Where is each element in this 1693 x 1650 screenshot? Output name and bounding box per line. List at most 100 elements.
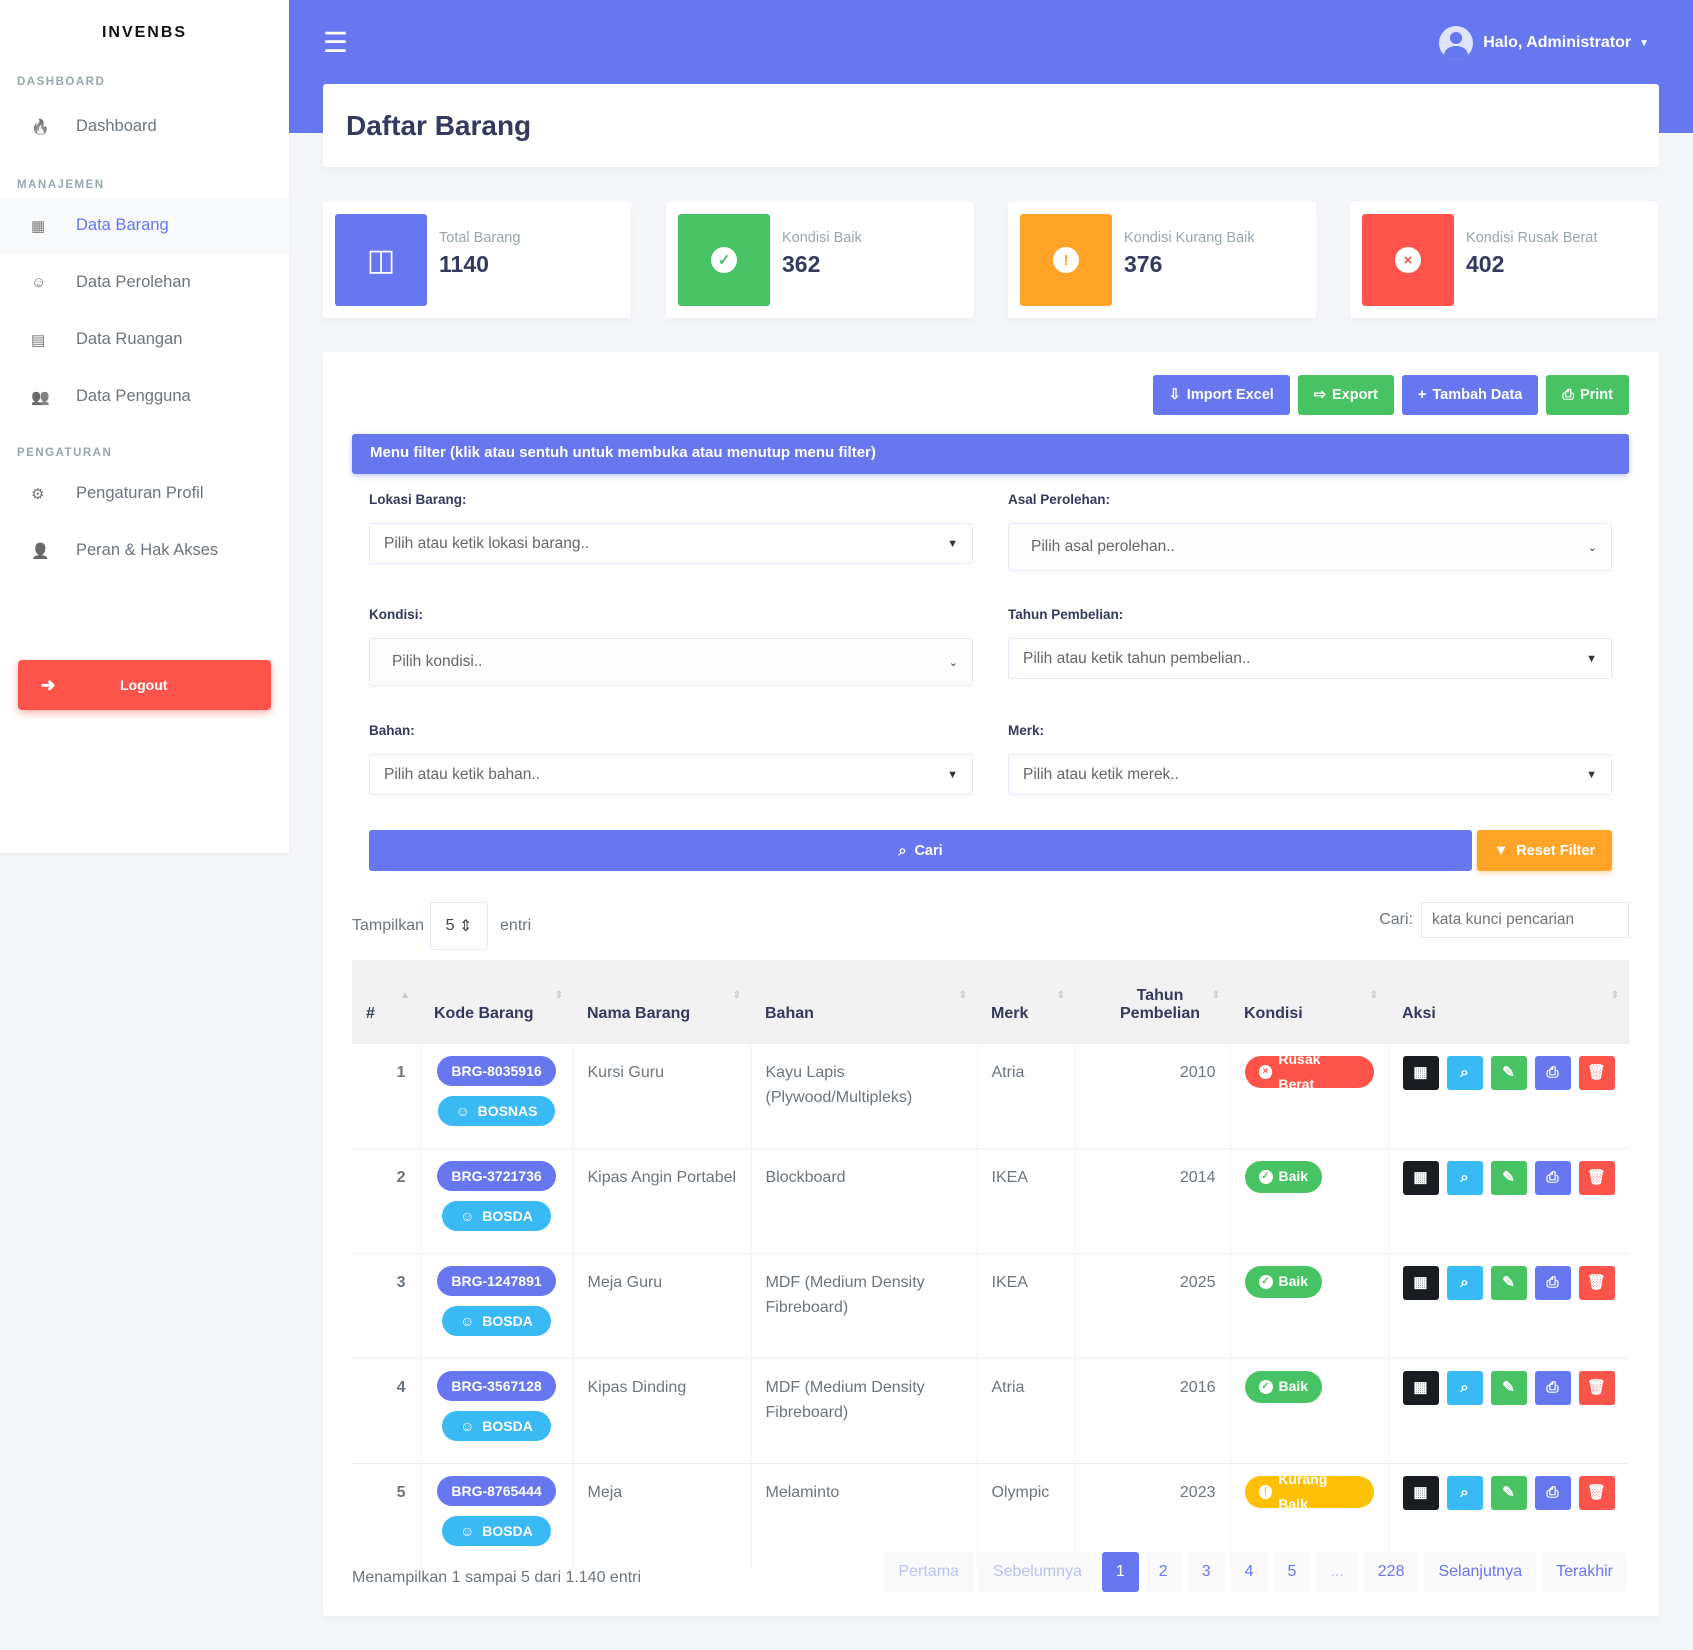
avatar	[1439, 26, 1474, 60]
sidebar-item-data-barang[interactable]: ▦ Data Barang	[0, 197, 289, 254]
view-button[interactable]: ⌕	[1446, 1160, 1483, 1195]
lokasi-label: Lokasi Barang:	[369, 492, 467, 507]
table-search-input[interactable]	[1421, 902, 1629, 938]
print-row-button[interactable]: ⎙	[1534, 1160, 1571, 1195]
search-button[interactable]: ⌕ Cari	[369, 830, 1472, 871]
stat-label: Total Barang	[439, 230, 521, 246]
sidebar-item-peran-hak-akses[interactable]: 👤 Peran & Hak Akses	[31, 541, 219, 560]
condition-badge: ✓ Baik	[1244, 1370, 1323, 1403]
boxes-icon: ▦	[31, 217, 46, 235]
import-excel-button[interactable]: ⇩ Import Excel	[1152, 375, 1290, 415]
sidebar-item-data-pengguna[interactable]: 👥 Data Pengguna	[31, 387, 191, 406]
sidebar-item-data-perolehan[interactable]: ☺ Data Perolehan	[31, 273, 191, 291]
sidebar-item-pengaturan-profil[interactable]: ⚙ Pengaturan Profil	[31, 484, 204, 503]
stat-value: 402	[1466, 251, 1505, 277]
row-number: 4	[352, 1357, 421, 1463]
kondisi-select[interactable]: Pilih kondisi.. ⌄	[369, 638, 973, 686]
merk-label: Merk:	[1008, 723, 1045, 738]
condition-icon: !	[1258, 1484, 1273, 1499]
item-brand: Atria	[977, 1042, 1076, 1148]
page-link[interactable]: Terakhir	[1542, 1552, 1627, 1592]
logout-button[interactable]: ➜ Logout	[18, 660, 271, 710]
qr-code-button[interactable]: ▦	[1402, 1160, 1439, 1195]
page-length-select[interactable]: 5 ⇕	[430, 902, 489, 950]
page-link[interactable]: Pertama	[884, 1552, 973, 1592]
smile-icon: ☺	[460, 1312, 475, 1329]
add-data-button[interactable]: + Tambah Data	[1401, 375, 1539, 415]
column-header[interactable]: Kondisi ⇕	[1230, 960, 1388, 1043]
stat-label: Kondisi Kurang Baik	[1124, 230, 1255, 246]
column-header[interactable]: Bahan ⇕	[751, 960, 977, 1043]
filter-toggle[interactable]: Menu filter (klik atau sentuh untuk memb…	[352, 434, 1629, 474]
merk-select[interactable]: Pilih atau ketik merek.. ▼	[1008, 754, 1612, 795]
print-row-button[interactable]: ⎙	[1534, 1055, 1571, 1090]
source-badge: ☺ BOSNAS	[437, 1095, 556, 1126]
page-link[interactable]: Sebelumnya	[978, 1552, 1096, 1592]
edit-button[interactable]: ✎	[1490, 1265, 1527, 1300]
users-icon: 👥	[31, 388, 50, 406]
page-link[interactable]: 1	[1101, 1552, 1139, 1592]
item-year: 2025	[1075, 1252, 1231, 1358]
delete-button[interactable]: 🗑	[1578, 1265, 1615, 1300]
edit-button[interactable]: ✎	[1490, 1475, 1527, 1510]
print-button[interactable]: ⎙ Print	[1546, 375, 1629, 415]
delete-button[interactable]: 🗑	[1578, 1055, 1615, 1090]
stat-value: 1140	[439, 251, 489, 277]
print-row-button[interactable]: ⎙	[1534, 1265, 1571, 1300]
sidebar-item-dashboard[interactable]: 🔥 Dashboard	[31, 117, 157, 136]
brand-logo[interactable]: INVENBS	[101, 24, 188, 41]
column-header[interactable]: Aksi ⇕	[1388, 960, 1629, 1043]
condition-badge: ! Kurang Baik	[1244, 1471, 1374, 1512]
file-export-icon: ⇨	[1313, 387, 1326, 403]
qr-code-button[interactable]: ▦	[1402, 1370, 1439, 1405]
page-link[interactable]: Selanjutnya	[1424, 1552, 1537, 1592]
view-button[interactable]: ⌕	[1446, 1475, 1483, 1510]
asal-select[interactable]: Pilih asal perolehan.. ⌄	[1008, 523, 1612, 571]
page-link[interactable]: ...	[1316, 1552, 1358, 1592]
tahun-select[interactable]: Pilih atau ketik tahun pembelian.. ▼	[1008, 638, 1612, 679]
caret-down-icon: ▼	[947, 768, 958, 781]
page-link[interactable]: 228	[1363, 1552, 1419, 1592]
column-header[interactable]: # ▲	[352, 960, 420, 1043]
delete-button[interactable]: 🗑	[1578, 1475, 1615, 1510]
edit-button[interactable]: ✎	[1490, 1055, 1527, 1090]
column-header[interactable]: Tahun Pembelian ⇕	[1075, 960, 1230, 1043]
item-name: Kursi Guru	[573, 1042, 752, 1148]
qr-code-button[interactable]: ▦	[1402, 1475, 1439, 1510]
view-button[interactable]: ⌕	[1446, 1370, 1483, 1405]
column-header[interactable]: Merk ⇕	[977, 960, 1075, 1043]
asal-label: Asal Perolehan:	[1008, 492, 1111, 507]
export-button[interactable]: ⇨ Export	[1297, 375, 1394, 415]
reset-filter-button[interactable]: ▼ Reset Filter	[1477, 830, 1612, 871]
qr-code-button[interactable]: ▦	[1402, 1265, 1439, 1300]
page-link[interactable]: 5	[1273, 1552, 1311, 1592]
page-link[interactable]: 2	[1144, 1552, 1182, 1592]
page-link[interactable]: 4	[1230, 1552, 1268, 1592]
edit-button[interactable]: ✎	[1490, 1370, 1527, 1405]
delete-button[interactable]: 🗑	[1578, 1370, 1615, 1405]
hamburger-menu-icon[interactable]: ☰	[323, 27, 349, 58]
search-icon: ⌕	[898, 842, 907, 859]
row-number: 5	[352, 1462, 421, 1568]
edit-button[interactable]: ✎	[1490, 1160, 1527, 1195]
pagination: Pertama Sebelumnya 1 2 3 4 5... 228 Selanjutnya T…	[884, 1552, 1627, 1592]
condition-icon: ✓	[1258, 1169, 1273, 1184]
print-row-button[interactable]: ⎙	[1534, 1370, 1571, 1405]
view-button[interactable]: ⌕	[1446, 1055, 1483, 1090]
bahan-select[interactable]: Pilih atau ketik bahan.. ▼	[369, 754, 973, 795]
qr-code-button[interactable]: ▦	[1402, 1055, 1439, 1090]
check-circle-icon: ✓	[678, 214, 770, 306]
table-info: Menampilkan 1 sampai 5 dari 1.140 entri	[352, 1569, 642, 1586]
column-header[interactable]: Nama Barang ⇕	[573, 960, 751, 1043]
lokasi-select[interactable]: Pilih atau ketik lokasi barang.. ▼	[369, 523, 973, 564]
stat-card: × Kondisi Rusak Berat 402	[1350, 202, 1658, 318]
page-link[interactable]: 3	[1187, 1552, 1225, 1592]
section-title: MANAJEMEN	[17, 179, 105, 191]
sidebar-item-data-ruangan[interactable]: ▤ Data Ruangan	[31, 330, 183, 349]
item-year: 2023	[1075, 1462, 1231, 1568]
delete-button[interactable]: 🗑	[1578, 1160, 1615, 1195]
view-button[interactable]: ⌕	[1446, 1265, 1483, 1300]
user-dropdown[interactable]: Halo, Administrator ▼	[1439, 26, 1649, 60]
column-header[interactable]: Kode Barang ⇕	[420, 960, 573, 1043]
print-row-button[interactable]: ⎙	[1534, 1475, 1571, 1510]
